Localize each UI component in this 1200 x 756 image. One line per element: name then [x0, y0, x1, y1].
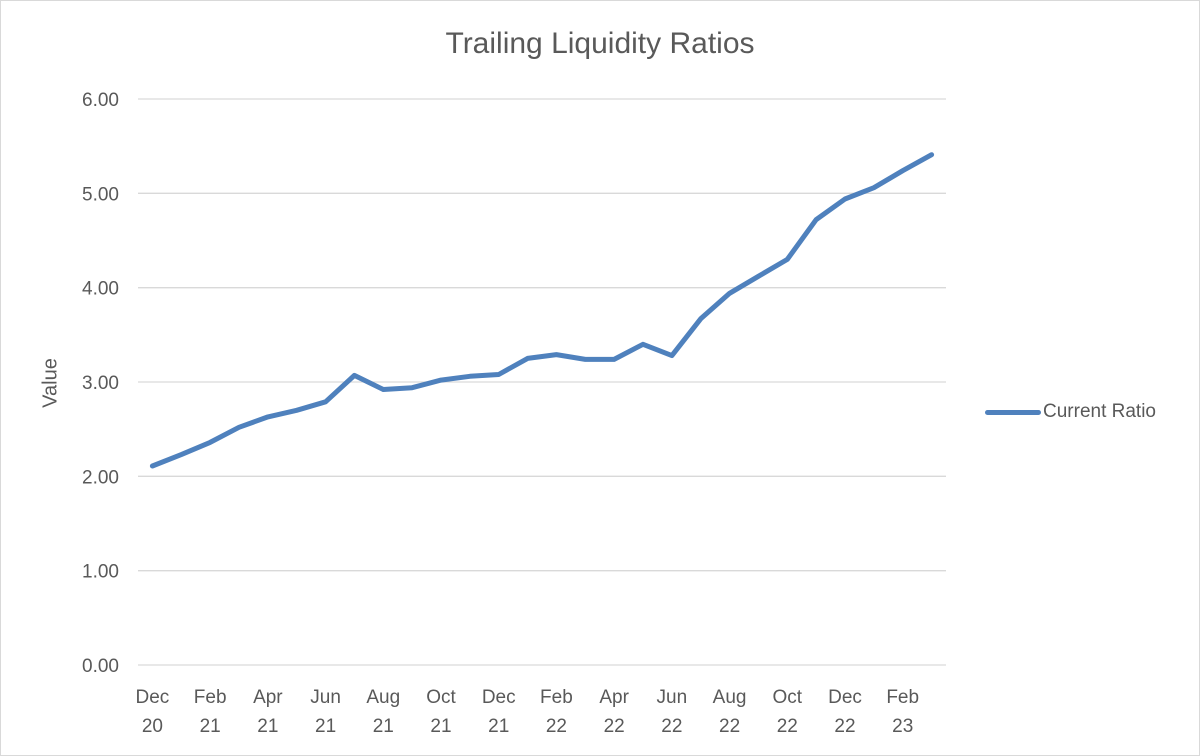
x-tick-label: Feb 23	[886, 687, 919, 737]
x-tick-label: Apr 21	[253, 687, 283, 737]
legend-label-current-ratio: Current Ratio	[1043, 401, 1156, 422]
y-tick-label: 0.00	[82, 656, 119, 677]
series-line-current-ratio	[149, 152, 935, 469]
x-tick-label: Aug 21	[366, 687, 400, 737]
x-tick-label: Aug 22	[713, 687, 747, 737]
legend-swatch-current-ratio	[985, 409, 1041, 415]
y-tick-label: 5.00	[82, 184, 119, 205]
x-tick-label: Jun 21	[310, 687, 341, 737]
x-tick-label: Dec 21	[482, 687, 516, 737]
x-tick-label: Apr 22	[599, 687, 629, 737]
x-tick-label: Feb 22	[540, 687, 573, 737]
x-tick-label: Dec 22	[828, 687, 862, 737]
y-tick-label: 6.00	[82, 90, 119, 111]
y-tick-label: 1.00	[82, 562, 119, 583]
x-tick-label: Oct 21	[426, 687, 456, 737]
y-tick-label: 4.00	[82, 279, 119, 300]
chart-title: Trailing Liquidity Ratios	[445, 27, 755, 60]
y-tick-label: 2.00	[82, 467, 119, 488]
x-tick-label: Oct 22	[773, 687, 803, 737]
x-tick-label: Feb 21	[194, 687, 227, 737]
y-tick-label: 3.00	[82, 373, 119, 394]
legend: Current Ratio	[985, 401, 1156, 423]
x-tick-label: Jun 22	[657, 687, 688, 737]
x-tick-label: Dec 20	[136, 687, 170, 737]
